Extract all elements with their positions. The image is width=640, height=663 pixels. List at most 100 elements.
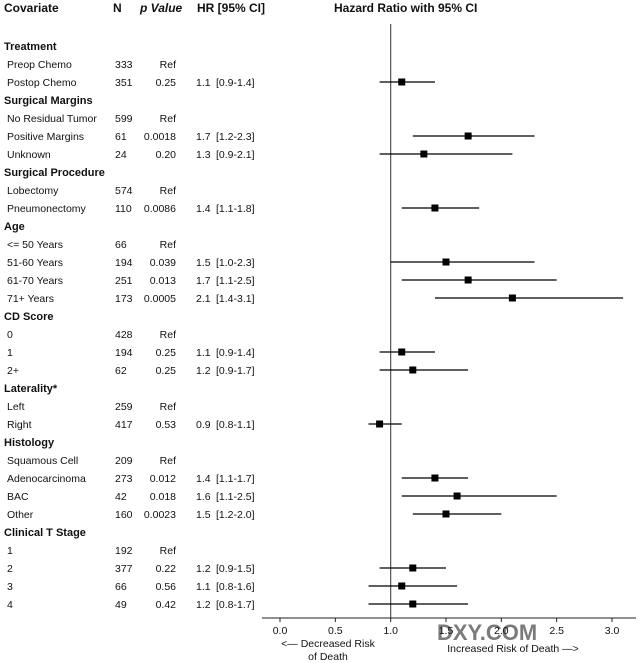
- row-hr: 1.2: [196, 365, 211, 377]
- row-n: 194: [115, 347, 133, 359]
- row-p-value: 0.0005: [144, 293, 176, 305]
- hr-marker: [453, 492, 461, 500]
- row-hr: 1.1: [196, 347, 211, 359]
- watermark: DXY.COM: [437, 620, 537, 645]
- row-n: 259: [115, 401, 133, 413]
- row-p-value: Ref: [160, 113, 176, 125]
- row-n: 574: [115, 185, 133, 197]
- row-n: 192: [115, 545, 133, 557]
- row-hr: 1.2: [196, 599, 211, 611]
- row-p-value: Ref: [160, 239, 176, 251]
- row-n: 599: [115, 113, 133, 125]
- row-n: 61: [115, 131, 127, 143]
- row-label: 2+: [7, 365, 19, 377]
- group-heading: Age: [4, 221, 25, 233]
- row-p-value: Ref: [160, 545, 176, 557]
- header-covariate: Covariate: [4, 1, 59, 15]
- hr-marker: [398, 78, 406, 86]
- x-tick-label: 1.5: [439, 625, 454, 637]
- row-label: 61-70 Years: [7, 275, 63, 287]
- row-label: 3: [7, 581, 13, 593]
- group-heading: Surgical Margins: [4, 95, 93, 107]
- group-heading: Surgical Procedure: [4, 167, 105, 179]
- hr-marker: [409, 366, 417, 374]
- row-n: 428: [115, 329, 133, 341]
- row-ci: [0.9-1.7]: [216, 365, 255, 377]
- row-p-value: 0.25: [156, 365, 177, 377]
- decreased-risk-note-line2: of Death: [308, 651, 348, 663]
- row-label: BAC: [7, 491, 29, 503]
- row-n: 351: [115, 77, 133, 89]
- row-p-value: 0.039: [150, 257, 176, 269]
- row-label: 1: [7, 545, 13, 557]
- hr-marker: [442, 510, 450, 518]
- hr-marker: [431, 204, 439, 212]
- group-heading: Treatment: [4, 41, 57, 53]
- row-n: 333: [115, 59, 133, 71]
- x-tick-label: 1.0: [383, 625, 398, 637]
- row-hr: 1.3: [196, 149, 211, 161]
- hr-marker: [409, 564, 417, 572]
- row-ci: [1.4-3.1]: [216, 293, 255, 305]
- row-p-value: 0.0023: [144, 509, 176, 521]
- row-ci: [1.1-1.8]: [216, 203, 255, 215]
- row-n: 62: [115, 365, 127, 377]
- row-hr: 1.4: [196, 473, 211, 485]
- header-plot-title: Hazard Ratio with 95% CI: [334, 1, 477, 15]
- row-ci: [0.9-1.5]: [216, 563, 255, 575]
- row-n: 251: [115, 275, 133, 287]
- row-label: Right: [7, 419, 32, 431]
- row-label: Pneumonectomy: [7, 203, 87, 215]
- hr-marker: [376, 420, 384, 428]
- row-hr: 1.7: [196, 131, 211, 143]
- row-hr: 2.1: [196, 293, 211, 305]
- row-p-value: 0.013: [150, 275, 176, 287]
- row-ci: [1.2-2.0]: [216, 509, 255, 521]
- x-tick-label: 0.5: [328, 625, 343, 637]
- row-p-value: Ref: [160, 59, 176, 71]
- group-heading: Laterality*: [4, 383, 58, 395]
- row-p-value: 0.0086: [144, 203, 176, 215]
- hr-marker: [431, 474, 439, 482]
- row-label: 71+ Years: [7, 293, 54, 305]
- row-n: 66: [115, 581, 127, 593]
- row-ci: [1.0-2.3]: [216, 257, 255, 269]
- row-hr: 1.1: [196, 77, 211, 89]
- row-ci: [1.2-2.3]: [216, 131, 255, 143]
- row-label: 51-60 Years: [7, 257, 63, 269]
- group-heading: CD Score: [4, 311, 54, 323]
- row-p-value: 0.25: [156, 77, 177, 89]
- plot-area: [368, 24, 624, 618]
- header-hr-ci: HR [95% CI]: [197, 1, 265, 15]
- x-tick-label: 0.0: [273, 625, 288, 637]
- x-tick-label: 3.0: [605, 625, 620, 637]
- header-n: N: [113, 1, 122, 15]
- row-hr: 1.2: [196, 563, 211, 575]
- row-ci: [0.8-1.1]: [216, 419, 255, 431]
- row-n: 110: [115, 203, 132, 215]
- row-p-value: 0.25: [156, 347, 177, 359]
- row-label: 4: [7, 599, 13, 611]
- hr-marker: [409, 600, 417, 608]
- row-ci: [0.8-1.6]: [216, 581, 255, 593]
- x-axis: 0.0 0.5 1.0 1.5 2.0 2.5 3.0: [262, 617, 636, 637]
- row-n: 24: [115, 149, 127, 161]
- row-p-value: 0.42: [156, 599, 177, 611]
- row-p-value: 0.012: [150, 473, 176, 485]
- row-hr: 1.1: [196, 581, 211, 593]
- row-label: Positive Margins: [7, 131, 84, 143]
- hr-marker: [420, 150, 428, 158]
- group-heading: Clinical T Stage: [4, 527, 86, 539]
- hr-marker: [442, 258, 450, 266]
- hr-marker: [464, 276, 472, 284]
- row-hr: 1.7: [196, 275, 211, 287]
- row-n: 209: [115, 455, 133, 467]
- row-n: 377: [115, 563, 133, 575]
- row-label: 0: [7, 329, 13, 341]
- row-p-value: 0.0018: [144, 131, 176, 143]
- row-n: 194: [115, 257, 133, 269]
- row-ci: [0.8-1.7]: [216, 599, 255, 611]
- row-p-value: Ref: [160, 401, 176, 413]
- row-p-value: 0.53: [156, 419, 177, 431]
- x-tick-label: 2.5: [549, 625, 564, 637]
